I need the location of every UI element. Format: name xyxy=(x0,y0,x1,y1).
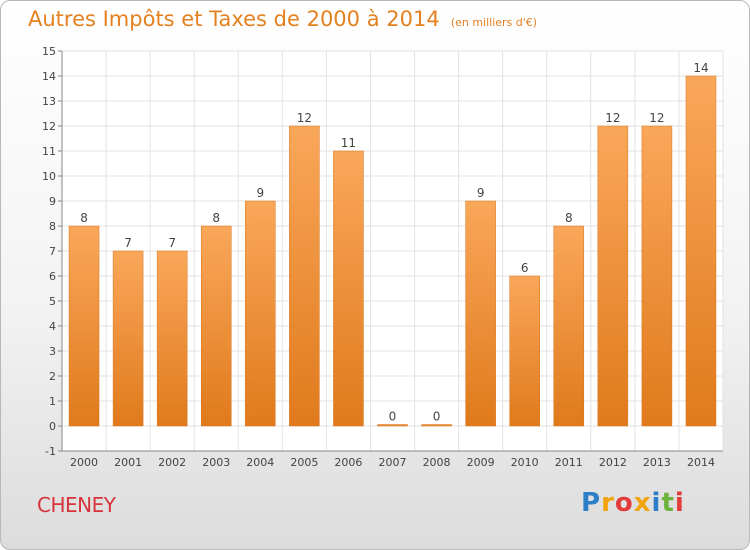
data-label: 12 xyxy=(605,111,620,125)
x-tick-label: 2003 xyxy=(202,456,230,469)
chart-unit-note: (en milliers d'€) xyxy=(450,16,538,29)
data-label: 9 xyxy=(256,186,264,200)
logo-letter: t xyxy=(661,488,675,518)
y-tick-label: 7 xyxy=(49,245,56,258)
x-tick-label: 2010 xyxy=(511,456,539,469)
x-tick-label: 2006 xyxy=(334,456,362,469)
y-tick-label: 1 xyxy=(49,395,56,408)
logo-letter: P xyxy=(581,488,602,518)
label-layer: 8 2000 7 2001 7 2002 8 2003 9 2004 12 2005 11 2006 0 20… xyxy=(70,61,715,469)
y-tick-label: 0 xyxy=(49,420,56,433)
bar-2013 xyxy=(641,125,673,427)
y-tick-label: 2 xyxy=(49,370,56,383)
y-tick-label: 8 xyxy=(49,220,56,233)
data-label: 8 xyxy=(80,211,88,225)
x-tick-label: 2002 xyxy=(158,456,186,469)
bar-2012 xyxy=(597,125,629,427)
x-tick-label: 2011 xyxy=(555,456,583,469)
data-label: 7 xyxy=(124,236,132,250)
data-label: 8 xyxy=(212,211,220,225)
data-label: 14 xyxy=(693,61,708,75)
y-tick-label: 9 xyxy=(49,195,56,208)
bar-2003 xyxy=(200,225,232,427)
x-tick-label: 2012 xyxy=(599,456,627,469)
logo-letter: r xyxy=(601,488,615,518)
x-tick-label: 2014 xyxy=(687,456,715,469)
bar-layer xyxy=(68,75,717,427)
x-tick-label: 2013 xyxy=(643,456,671,469)
data-label: 0 xyxy=(433,410,441,424)
logo-letter: o xyxy=(614,488,634,518)
data-label: 0 xyxy=(389,410,397,424)
bar-2007 xyxy=(377,424,408,427)
data-label: 9 xyxy=(477,186,485,200)
x-tick-label: 2007 xyxy=(379,456,407,469)
y-tick-label: 10 xyxy=(42,170,56,183)
commune-name: CHENEY xyxy=(37,493,116,517)
bar-2010 xyxy=(509,275,540,427)
data-label: 12 xyxy=(649,111,664,125)
y-tick-label: 11 xyxy=(42,145,56,158)
y-tick-label: 13 xyxy=(42,95,56,108)
data-label: 11 xyxy=(341,136,356,150)
logo-letter: x xyxy=(633,488,652,518)
y-tick-label: 3 xyxy=(49,345,56,358)
logo-letter: i xyxy=(651,488,662,518)
y-tick-label: 12 xyxy=(42,120,56,133)
x-tick-label: 2000 xyxy=(70,456,98,469)
y-tick-label: 4 xyxy=(49,320,56,333)
bar-2006 xyxy=(333,150,364,427)
y-tick-label: -1 xyxy=(45,445,56,458)
data-label: 8 xyxy=(565,211,573,225)
x-tick-label: 2004 xyxy=(246,456,274,469)
y-tick-label: 14 xyxy=(42,70,56,83)
chart-title: Autres Impôts et Taxes de 2000 à 2014 xyxy=(28,7,440,31)
y-tick-label: 5 xyxy=(49,295,56,308)
x-tick-label: 2005 xyxy=(290,456,318,469)
bar-2001 xyxy=(112,250,144,427)
x-tick-label: 2009 xyxy=(467,456,495,469)
bar-2014 xyxy=(685,75,717,427)
data-label: 12 xyxy=(297,111,312,125)
bar-2000 xyxy=(68,225,100,427)
logo-letter: i xyxy=(674,488,685,518)
y-tick-label: 15 xyxy=(42,45,56,58)
x-tick-label: 2001 xyxy=(114,456,142,469)
data-label: 6 xyxy=(521,261,529,275)
bar-2002 xyxy=(156,250,188,427)
bar-2005 xyxy=(289,125,320,427)
bar-2008 xyxy=(421,424,452,427)
y-tick-label: 6 xyxy=(49,270,56,283)
proxiti-logo[interactable]: Proxiti xyxy=(581,488,685,518)
data-label: 7 xyxy=(168,236,176,250)
bar-2011 xyxy=(553,225,585,427)
x-tick-label: 2008 xyxy=(423,456,451,469)
bar-2009 xyxy=(465,200,496,427)
chart-title-block: Autres Impôts et Taxes de 2000 à 2014 (e… xyxy=(28,7,537,31)
bar-2004 xyxy=(245,200,276,427)
